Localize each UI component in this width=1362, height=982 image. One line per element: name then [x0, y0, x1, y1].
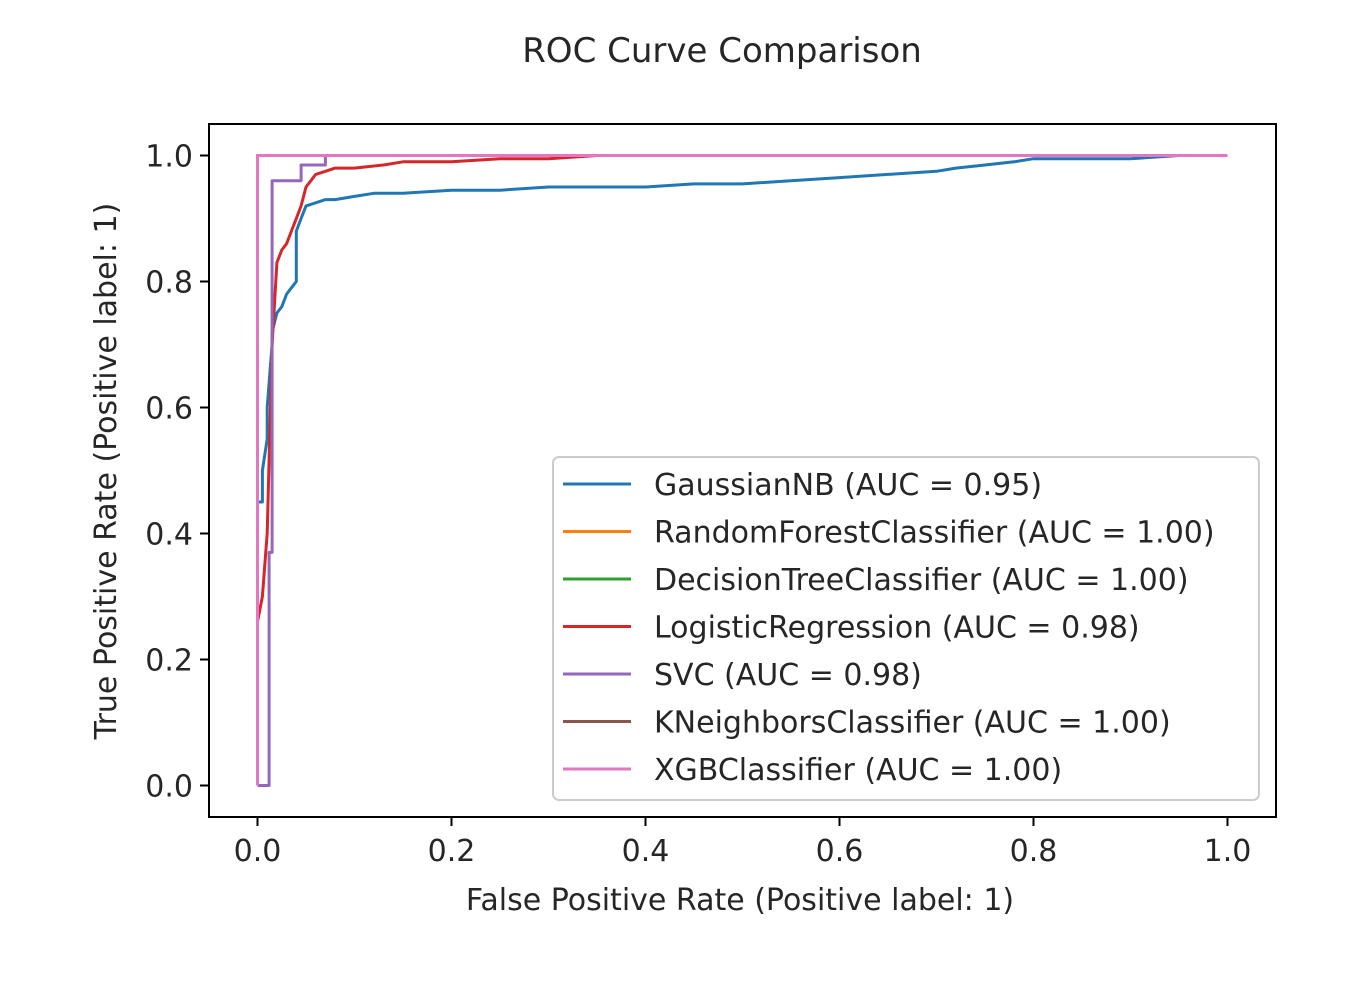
- x-axis-label: False Positive Rate (Positive label: 1): [466, 883, 1014, 918]
- legend-label: GaussianNB (AUC = 0.95): [654, 468, 1042, 503]
- y-tick-label: 0.0: [145, 770, 193, 805]
- legend-label: DecisionTreeClassifier (AUC = 1.00): [654, 563, 1189, 598]
- legend-label: LogisticRegression (AUC = 0.98): [654, 611, 1140, 646]
- series-line-4: [257, 154, 1228, 787]
- x-tick-label: 0.0: [234, 834, 282, 869]
- series-line-6: [256, 154, 1228, 786]
- x-tick-label: 0.6: [816, 834, 864, 869]
- x-tick-label: 1.0: [1204, 834, 1252, 869]
- legend-label: RandomForestClassifier (AUC = 1.00): [654, 516, 1215, 551]
- axes-frame: [208, 123, 1277, 818]
- y-tick-label: 0.4: [145, 518, 193, 553]
- plot-area: [256, 154, 1228, 787]
- legend: GaussianNB (AUC = 0.95) RandomForestClass…: [552, 456, 1260, 801]
- y-tick-label: 1.0: [145, 140, 193, 175]
- chart-title: ROC Curve Comparison: [522, 31, 922, 71]
- x-tick-label: 0.4: [622, 834, 670, 869]
- axis-ticks: 0.0 0.2 0.4 0.6 0.8 1.0 0.0 0.2 0.4 0.6 0.8 1.0: [145, 140, 1251, 870]
- y-tick-label: 0.6: [145, 392, 193, 427]
- x-tick-label: 0.2: [428, 834, 476, 869]
- legend-label: SVC (AUC = 0.98): [654, 658, 922, 693]
- y-tick-label: 0.8: [145, 266, 193, 301]
- y-tick-label: 0.2: [145, 644, 193, 679]
- legend-box: [552, 456, 1260, 801]
- y-axis-label: True Positive Rate (Positive label: 1): [89, 203, 124, 741]
- legend-label: XGBClassifier (AUC = 1.00): [654, 753, 1062, 788]
- x-tick-label: 0.8: [1010, 834, 1058, 869]
- legend-label: KNeighborsClassifier (AUC = 1.00): [654, 706, 1171, 741]
